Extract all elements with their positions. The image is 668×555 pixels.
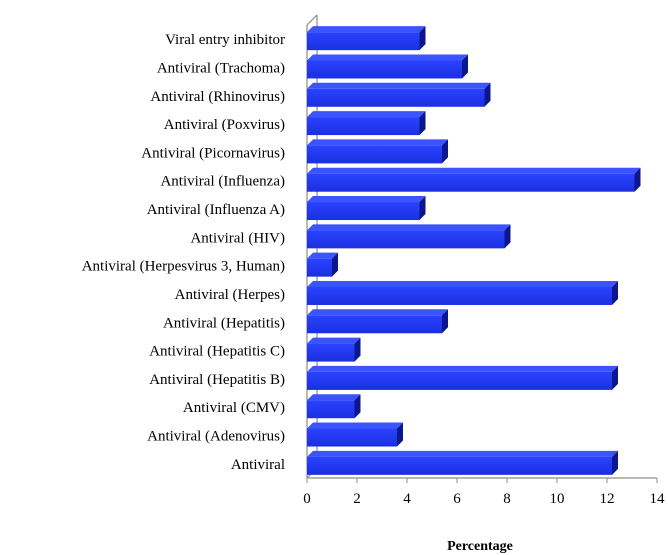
bar (307, 54, 468, 79)
bar (307, 365, 618, 390)
bar-top-face (307, 280, 618, 287)
bar-front-face (307, 145, 442, 164)
bar-top-face (307, 196, 426, 203)
bar (307, 196, 426, 221)
bar-top-face (307, 82, 491, 89)
category-label: Antiviral (Adenovirus) (147, 429, 285, 445)
category-label: Antiviral (CMV) (183, 400, 285, 416)
bar-front-face (307, 456, 612, 475)
bar-top-face (307, 224, 511, 231)
category-label: Antiviral (Hepatitis B) (149, 372, 285, 388)
category-label: Antiviral (Rhinovirus) (150, 89, 285, 105)
bar (307, 26, 426, 51)
bar-end-face (484, 82, 491, 107)
x-tick-label: 8 (503, 491, 511, 507)
bar-end-face (397, 422, 403, 447)
bar-front-face (307, 343, 355, 362)
bar-front-face (307, 32, 420, 51)
x-tick-label: 6 (453, 491, 461, 507)
bar-top-face (307, 309, 448, 316)
bar-top-face (307, 394, 361, 401)
x-tick-label: 12 (600, 491, 615, 507)
bar-end-face (419, 196, 426, 221)
bar-end-face (332, 252, 338, 277)
bar (307, 394, 361, 419)
bars (307, 26, 641, 475)
bar-top-face (307, 252, 338, 259)
bar-end-face (612, 450, 618, 475)
bar (307, 167, 641, 192)
category-label: Antiviral (Hepatitis) (163, 315, 285, 331)
bar (307, 252, 338, 277)
bar-end-face (462, 54, 468, 79)
x-tick-label: 4 (403, 491, 411, 507)
x-tick-label: 2 (353, 491, 361, 507)
x-tick-labels: 0 2 4 6 8 10 12 14 (303, 491, 665, 507)
bar (307, 111, 426, 136)
category-label: Antiviral (Poxvirus) (164, 117, 285, 133)
category-label: Antiviral (Picornavirus) (141, 145, 285, 161)
bar-front-face (307, 88, 485, 107)
bar-top-face (307, 54, 468, 61)
bar-front-face (307, 202, 420, 221)
bar-front-face (307, 60, 462, 79)
top-depth-line (306, 14, 318, 26)
bar-top-face (307, 26, 426, 33)
bar-front-face (307, 315, 442, 334)
bar (307, 280, 618, 305)
category-label: Antiviral (HIV) (190, 230, 285, 246)
bar-top-face (307, 422, 403, 429)
bar-end-face (504, 224, 511, 249)
bar (307, 450, 618, 475)
bar-top-face (307, 337, 361, 344)
bar-top-face (307, 167, 641, 174)
bar-end-face (612, 280, 618, 305)
bar-front-face (307, 258, 332, 277)
bar (307, 337, 361, 362)
bar-front-face (307, 173, 635, 192)
bar-end-face (634, 167, 641, 192)
category-label: Antiviral (Influenza) (160, 174, 285, 190)
bar-end-face (442, 309, 448, 334)
category-label: Antiviral (Herpesvirus 3, Human) (82, 259, 285, 275)
bar (307, 139, 448, 164)
x-tick-label: 14 (650, 491, 666, 507)
bar-front-face (307, 230, 505, 249)
bar-front-face (307, 371, 612, 390)
category-label: Antiviral (231, 457, 285, 473)
category-label: Antiviral (Herpes) (175, 287, 285, 303)
bar-top-face (307, 365, 618, 372)
bar-end-face (442, 139, 448, 164)
bar-front-face (307, 117, 420, 136)
bar-end-face (354, 337, 361, 362)
category-labels: Viral entry inhibitor Antiviral (Trachoma… (82, 32, 285, 473)
bar-front-face (307, 286, 612, 305)
bar-end-face (419, 111, 426, 136)
bar-end-face (612, 365, 618, 390)
bar-top-face (307, 450, 618, 457)
bar-top-face (307, 139, 448, 146)
category-label: Viral entry inhibitor (165, 32, 285, 48)
bar (307, 309, 448, 334)
bar-front-face (307, 400, 355, 419)
x-axis-title: Percentage (447, 539, 513, 554)
bar-end-face (354, 394, 361, 419)
category-label: Antiviral (Hepatitis C) (149, 344, 285, 360)
x-tick-label: 10 (550, 491, 565, 507)
bar (307, 82, 491, 107)
x-tick-label: 0 (303, 491, 311, 507)
bar (307, 422, 403, 447)
bar-top-face (307, 111, 426, 118)
category-label: Antiviral (Trachoma) (157, 60, 285, 76)
bar-end-face (419, 26, 426, 51)
bar-front-face (307, 428, 397, 447)
category-label: Antiviral (Influenza A) (147, 202, 285, 218)
bar (307, 224, 511, 249)
